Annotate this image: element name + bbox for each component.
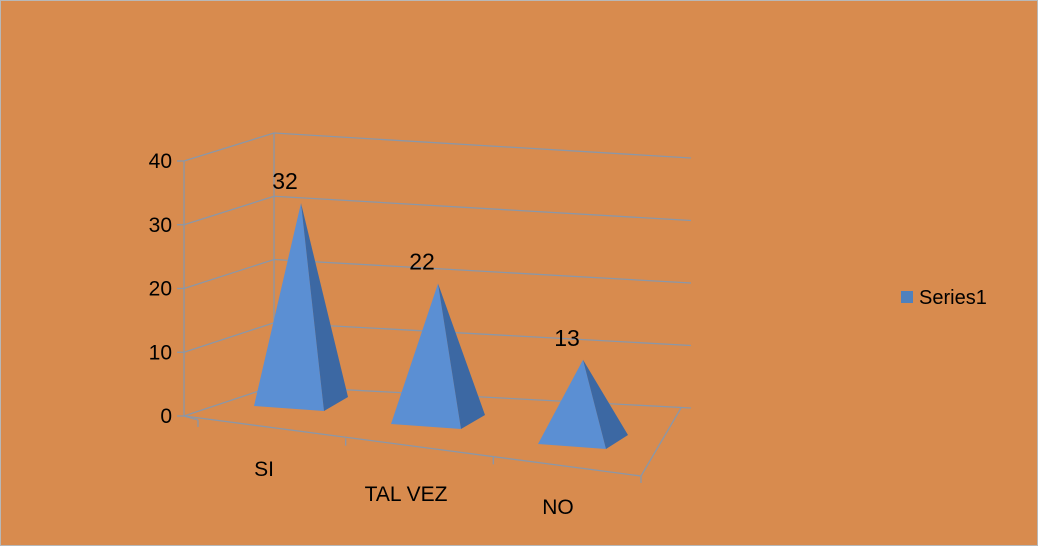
pyramid-bar-side bbox=[583, 359, 628, 449]
gridline bbox=[183, 195, 692, 226]
pyramid-bar-front bbox=[538, 359, 606, 449]
y-tick-label: 0 bbox=[160, 405, 172, 428]
y-tick-label: 10 bbox=[149, 341, 172, 364]
legend-label: Series1 bbox=[919, 287, 987, 309]
y-tick-label: 30 bbox=[149, 214, 172, 237]
data-label: 22 bbox=[409, 249, 435, 275]
labels: 0 10 20 30 40 32 SI 22 TAL VEZ 13 NO bbox=[149, 150, 580, 519]
pyramid-bar-front bbox=[391, 283, 461, 429]
legend-swatch bbox=[901, 291, 913, 303]
pyramid-bar-side bbox=[301, 203, 348, 411]
x-axis-line bbox=[183, 415, 199, 421]
x-category-label: SI bbox=[254, 458, 274, 481]
data-label: 13 bbox=[554, 325, 580, 351]
data-label: 32 bbox=[272, 168, 298, 194]
gridline bbox=[183, 132, 692, 162]
x-category-label: TAL VEZ bbox=[365, 483, 448, 506]
pyramid-bar-side bbox=[438, 283, 485, 429]
legend: Series1 bbox=[901, 287, 987, 309]
gridline bbox=[183, 258, 692, 290]
y-tick-label: 40 bbox=[149, 150, 172, 173]
x-category-label: NO bbox=[542, 496, 574, 519]
y-tick-label: 20 bbox=[149, 278, 172, 301]
series-bars bbox=[254, 203, 628, 449]
pyramid-bar-front bbox=[254, 203, 324, 411]
